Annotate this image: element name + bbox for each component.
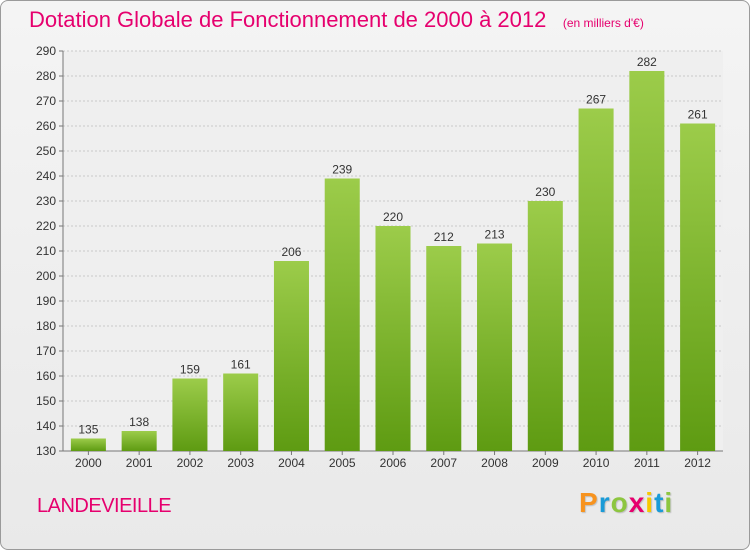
x-tick-label: 2006 bbox=[380, 456, 407, 470]
bar bbox=[273, 261, 309, 451]
bar bbox=[172, 378, 208, 451]
bar bbox=[680, 123, 716, 451]
bar bbox=[629, 71, 665, 451]
bar-value-label: 161 bbox=[231, 358, 251, 372]
x-tick-label: 2009 bbox=[532, 456, 559, 470]
y-tick-label: 220 bbox=[36, 219, 56, 233]
y-tick-label: 150 bbox=[36, 394, 56, 408]
proxiti-logo: Proxiti bbox=[579, 487, 673, 519]
bar bbox=[426, 246, 462, 451]
x-tick-label: 2002 bbox=[177, 456, 204, 470]
bar bbox=[578, 108, 614, 451]
chart-unit: (en milliers d'€) bbox=[562, 16, 644, 30]
y-tick-label: 250 bbox=[36, 144, 56, 158]
commune-name: LANDEVIEILLE bbox=[37, 495, 172, 517]
y-tick-label: 140 bbox=[36, 419, 56, 433]
logo-letter: i bbox=[664, 487, 674, 518]
y-tick-label: 160 bbox=[36, 369, 56, 383]
bar-value-label: 212 bbox=[434, 230, 454, 244]
x-tick-label: 2000 bbox=[75, 456, 102, 470]
bar-value-label: 261 bbox=[688, 108, 708, 122]
logo-letter: x bbox=[628, 487, 646, 518]
bar-value-label: 159 bbox=[180, 363, 200, 377]
x-tick-label: 2004 bbox=[278, 456, 305, 470]
y-tick-label: 260 bbox=[36, 119, 56, 133]
y-tick-label: 240 bbox=[36, 169, 56, 183]
bar-value-label: 282 bbox=[637, 55, 657, 69]
bar-value-label: 267 bbox=[586, 93, 606, 107]
x-tick-label: 2001 bbox=[126, 456, 153, 470]
y-tick-label: 280 bbox=[36, 69, 56, 83]
logo-letter: o bbox=[610, 487, 629, 518]
chart-title: Dotation Globale de Fonctionnement de 20… bbox=[29, 7, 547, 32]
y-tick-label: 130 bbox=[36, 444, 56, 458]
bar-value-label: 138 bbox=[129, 415, 149, 429]
x-tick-label: 2008 bbox=[481, 456, 508, 470]
bar bbox=[121, 431, 157, 451]
x-tick-label: 2005 bbox=[329, 456, 356, 470]
bar bbox=[70, 438, 106, 451]
logo-letter: r bbox=[598, 487, 611, 518]
y-tick-label: 210 bbox=[36, 244, 56, 258]
logo-letter: t bbox=[654, 487, 665, 518]
y-tick-label: 180 bbox=[36, 319, 56, 333]
bar-value-label: 135 bbox=[78, 423, 98, 437]
y-tick-label: 230 bbox=[36, 194, 56, 208]
x-tick-label: 2007 bbox=[430, 456, 457, 470]
logo-letter: i bbox=[645, 487, 655, 518]
chart-title-row: Dotation Globale de Fonctionnement de 20… bbox=[29, 7, 644, 33]
bar bbox=[324, 178, 360, 451]
y-tick-label: 200 bbox=[36, 269, 56, 283]
y-tick-label: 290 bbox=[36, 44, 56, 58]
y-tick-label: 170 bbox=[36, 344, 56, 358]
y-tick-label: 270 bbox=[36, 94, 56, 108]
x-tick-label: 2003 bbox=[227, 456, 254, 470]
bar bbox=[223, 373, 259, 451]
bar-value-label: 206 bbox=[281, 245, 301, 259]
bar-value-label: 220 bbox=[383, 210, 403, 224]
x-tick-label: 2010 bbox=[583, 456, 610, 470]
bar bbox=[375, 226, 411, 451]
bar bbox=[527, 201, 563, 451]
bar-value-label: 213 bbox=[485, 228, 505, 242]
bar-value-label: 239 bbox=[332, 163, 352, 177]
y-tick-label: 190 bbox=[36, 294, 56, 308]
bar bbox=[477, 243, 513, 451]
x-tick-label: 2011 bbox=[634, 456, 660, 470]
bar-value-label: 230 bbox=[535, 185, 555, 199]
logo-letter: P bbox=[579, 487, 599, 518]
x-tick-label: 2012 bbox=[684, 456, 711, 470]
